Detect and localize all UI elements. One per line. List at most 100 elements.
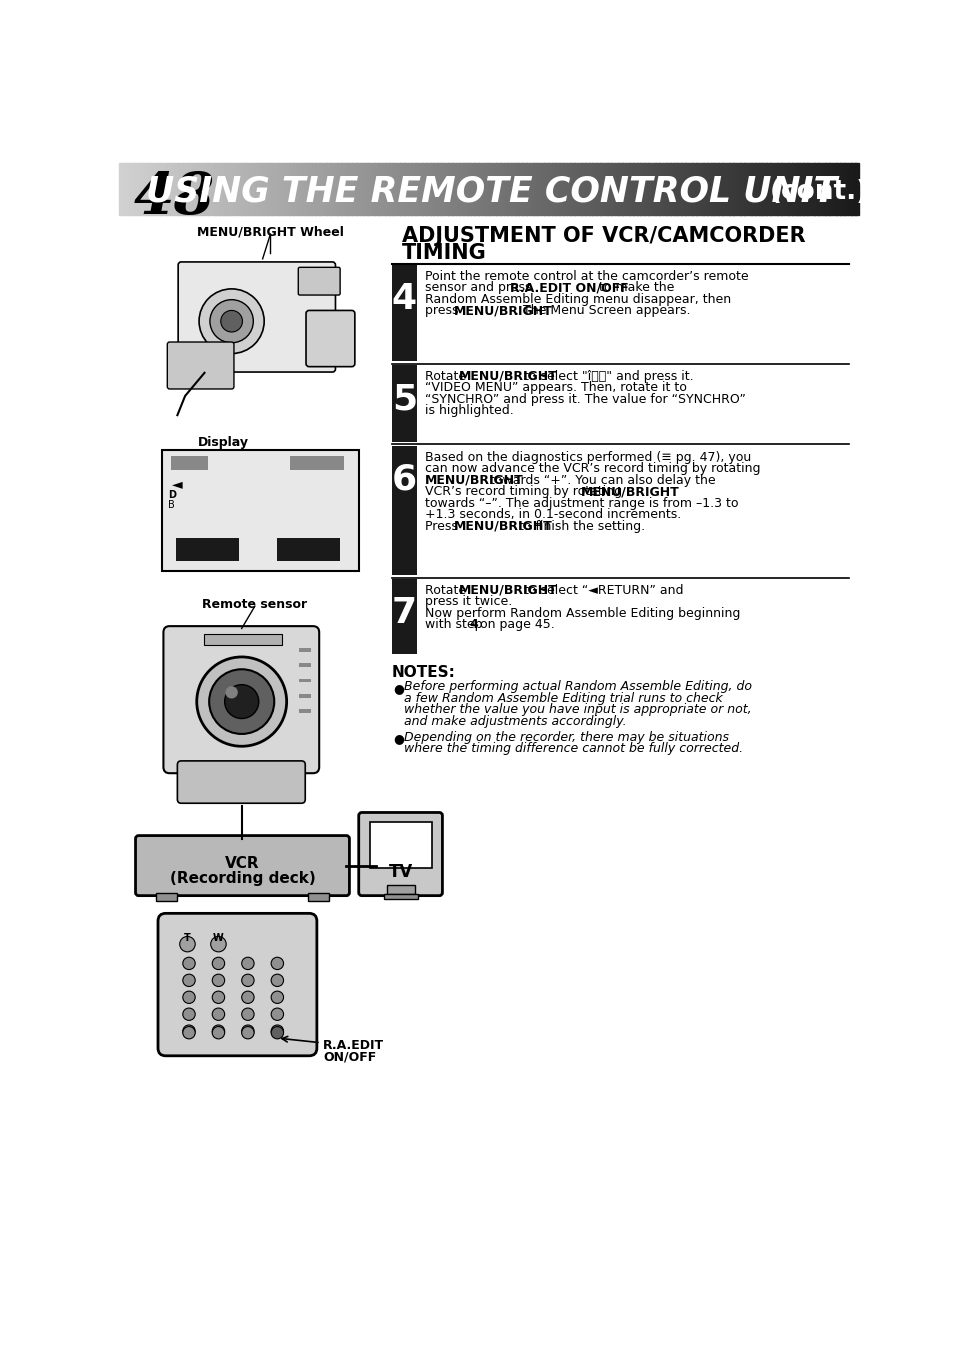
Bar bbox=[570, 163, 574, 215]
Text: R.A.EDIT ON/OFF: R.A.EDIT ON/OFF bbox=[509, 282, 628, 294]
Bar bbox=[566, 163, 571, 215]
Bar bbox=[488, 163, 493, 215]
Bar bbox=[241, 163, 246, 215]
Bar bbox=[259, 163, 264, 215]
Text: (Recording deck): (Recording deck) bbox=[170, 871, 315, 886]
Bar bbox=[433, 163, 437, 215]
Bar bbox=[783, 163, 788, 215]
Bar bbox=[149, 163, 153, 215]
Bar bbox=[592, 163, 597, 215]
Bar bbox=[562, 163, 567, 215]
Bar bbox=[518, 163, 522, 215]
Text: TIMING: TIMING bbox=[402, 243, 486, 263]
Bar bbox=[276, 538, 340, 561]
Text: MENU/BRIGHT Wheel: MENU/BRIGHT Wheel bbox=[196, 226, 343, 238]
Text: +1.3 seconds, in 0.1-second increments.: +1.3 seconds, in 0.1-second increments. bbox=[424, 508, 680, 522]
Text: 48: 48 bbox=[133, 169, 214, 226]
Bar bbox=[655, 163, 659, 215]
Circle shape bbox=[241, 1024, 253, 1038]
Bar bbox=[215, 163, 219, 215]
Bar bbox=[555, 163, 559, 215]
Circle shape bbox=[271, 1008, 283, 1020]
Bar bbox=[643, 163, 648, 215]
Bar bbox=[389, 163, 394, 215]
Bar bbox=[810, 163, 814, 215]
Text: Rotate: Rotate bbox=[424, 584, 469, 596]
Bar bbox=[732, 163, 737, 215]
Circle shape bbox=[271, 957, 283, 970]
Text: and make adjustments accordingly.: and make adjustments accordingly. bbox=[404, 714, 626, 728]
Text: W: W bbox=[213, 932, 224, 943]
Bar bbox=[610, 163, 615, 215]
Bar bbox=[326, 163, 331, 215]
Bar bbox=[828, 163, 833, 215]
Circle shape bbox=[196, 657, 286, 747]
Bar bbox=[743, 163, 748, 215]
Bar bbox=[485, 163, 489, 215]
Text: towards “–”. The adjustment range is from –1.3 to: towards “–”. The adjustment range is fro… bbox=[424, 497, 738, 509]
Bar bbox=[659, 163, 662, 215]
Bar bbox=[190, 163, 193, 215]
Circle shape bbox=[212, 991, 224, 1004]
Bar bbox=[355, 163, 360, 215]
Bar bbox=[155, 893, 177, 901]
FancyBboxPatch shape bbox=[358, 813, 442, 896]
Bar bbox=[403, 163, 408, 215]
Bar bbox=[282, 163, 286, 215]
Text: 5: 5 bbox=[392, 382, 416, 416]
Bar bbox=[466, 163, 471, 215]
Bar bbox=[289, 163, 294, 215]
Bar bbox=[614, 163, 618, 215]
Bar bbox=[633, 163, 637, 215]
Bar bbox=[255, 163, 260, 215]
Bar bbox=[507, 163, 512, 215]
Bar bbox=[854, 163, 859, 215]
Text: ◄: ◄ bbox=[172, 477, 182, 491]
Text: USING THE REMOTE CONTROL UNIT: USING THE REMOTE CONTROL UNIT bbox=[146, 175, 836, 209]
Text: Display: Display bbox=[198, 436, 249, 449]
Text: can now advance the VCR’s record timing by rotating: can now advance the VCR’s record timing … bbox=[424, 462, 760, 476]
Bar bbox=[385, 163, 390, 215]
Bar bbox=[525, 163, 530, 215]
Text: D: D bbox=[168, 491, 176, 500]
FancyBboxPatch shape bbox=[163, 626, 319, 774]
Bar bbox=[171, 457, 208, 470]
Bar bbox=[222, 163, 227, 215]
Bar bbox=[817, 163, 821, 215]
Bar bbox=[230, 163, 234, 215]
Bar bbox=[196, 163, 201, 215]
Text: Random Assemble Editing menu disappear, then: Random Assemble Editing menu disappear, … bbox=[424, 293, 730, 306]
Bar bbox=[740, 163, 744, 215]
Text: ADJUSTMENT OF VCR/CAMCORDER: ADJUSTMENT OF VCR/CAMCORDER bbox=[402, 226, 805, 245]
Text: on page 45.: on page 45. bbox=[476, 618, 554, 631]
Bar bbox=[603, 163, 607, 215]
Circle shape bbox=[241, 1027, 253, 1039]
Text: Now perform Random Assemble Editing beginning: Now perform Random Assemble Editing begi… bbox=[424, 607, 740, 619]
Bar bbox=[551, 163, 556, 215]
Text: Depending on the recorder, there may be situations: Depending on the recorder, there may be … bbox=[404, 730, 729, 744]
Bar bbox=[278, 163, 282, 215]
Bar bbox=[123, 163, 128, 215]
Bar bbox=[374, 163, 378, 215]
Bar bbox=[813, 163, 818, 215]
Bar bbox=[637, 163, 640, 215]
Bar bbox=[392, 579, 416, 654]
Bar bbox=[462, 163, 467, 215]
Bar bbox=[647, 163, 652, 215]
Bar bbox=[791, 163, 796, 215]
Bar bbox=[204, 163, 209, 215]
Text: MENU/BRIGHT: MENU/BRIGHT bbox=[424, 474, 523, 486]
FancyBboxPatch shape bbox=[177, 762, 305, 804]
Bar bbox=[429, 163, 434, 215]
Bar bbox=[400, 163, 404, 215]
Bar bbox=[186, 163, 190, 215]
Bar bbox=[300, 163, 305, 215]
Bar bbox=[415, 163, 419, 215]
Bar bbox=[842, 163, 847, 215]
Circle shape bbox=[271, 1024, 283, 1038]
FancyBboxPatch shape bbox=[158, 913, 316, 1056]
Bar bbox=[381, 163, 386, 215]
Bar bbox=[174, 163, 179, 215]
Bar bbox=[448, 163, 453, 215]
Bar bbox=[298, 663, 311, 667]
